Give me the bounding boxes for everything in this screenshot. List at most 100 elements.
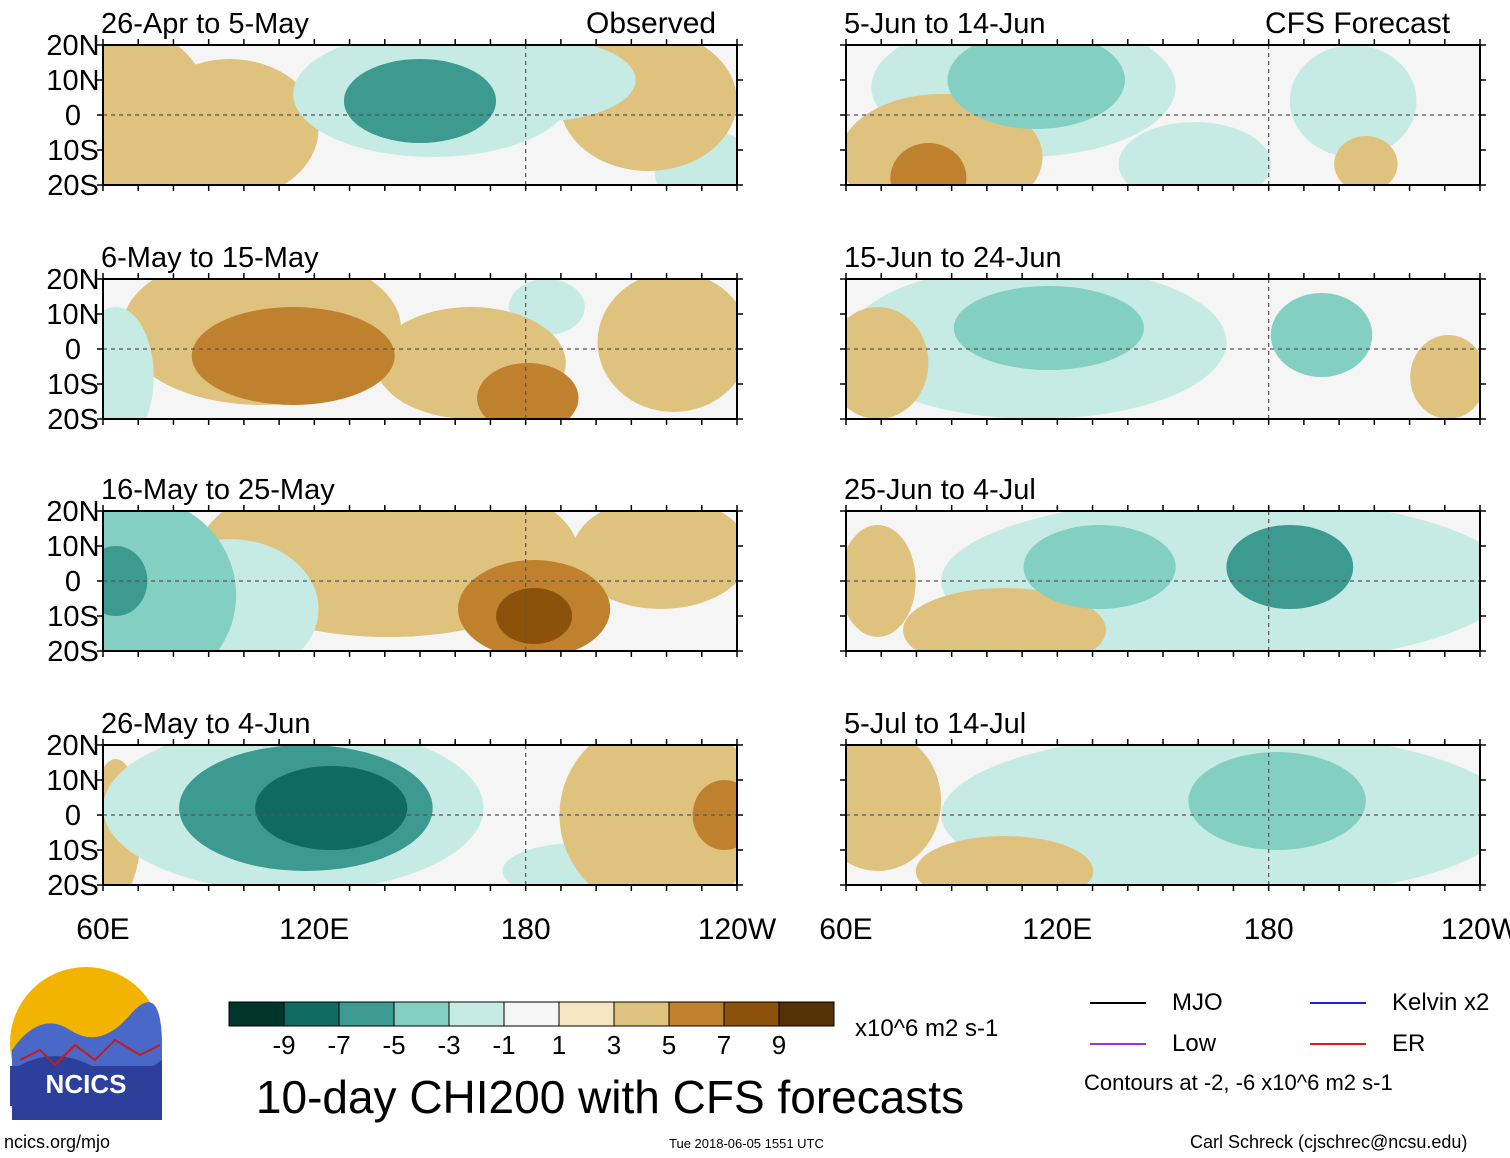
colorbar-swatch xyxy=(613,1001,670,1027)
anomaly-blob xyxy=(1334,136,1398,185)
anomaly-field xyxy=(103,279,737,419)
x-tick-label: 120E xyxy=(1022,913,1092,946)
panel-period-label: 16-May to 25-May xyxy=(101,474,335,506)
anomaly-field xyxy=(846,745,1480,885)
ncics-logo: NCICS xyxy=(10,967,162,1120)
anomaly-blob xyxy=(953,286,1144,370)
colorbar-swatch xyxy=(503,1001,560,1027)
panel-period-label: 25-Jun to 4-Jul xyxy=(844,474,1036,506)
anomaly-blob xyxy=(915,836,1094,885)
anomaly-blob xyxy=(1188,752,1366,850)
colorbar-tick-label: 5 xyxy=(662,1030,676,1060)
colorbar-swatch xyxy=(393,1001,450,1027)
x-tick-label: 120E xyxy=(279,913,349,946)
logo-text: NCICS xyxy=(46,1069,127,1099)
colorbar-swatch xyxy=(668,1001,725,1027)
anomaly-blob xyxy=(572,511,737,609)
anomaly-blob xyxy=(903,588,1106,651)
y-tick-label: 10S xyxy=(47,601,99,633)
y-tick-label: 10N xyxy=(46,65,99,97)
anomaly-blob xyxy=(141,59,319,185)
anomaly-blob xyxy=(1410,335,1480,419)
footer-credit: Carl Schreck (cjschrec@ncsu.edu) xyxy=(1190,1132,1468,1152)
map-panel: 25-Jun to 4-Jul xyxy=(840,474,1486,657)
anomaly-blob xyxy=(1289,45,1417,157)
map-panel: 5-Jul to 14-Jul xyxy=(840,708,1486,891)
observed-label: Observed xyxy=(586,7,717,40)
anomaly-blob xyxy=(103,307,154,419)
anomaly-field xyxy=(846,511,1480,651)
contour-note: Contours at -2, -6 x10^6 m2 s-1 xyxy=(1084,1070,1393,1095)
anomaly-blob xyxy=(496,588,573,644)
legend-label-er: ER xyxy=(1392,1030,1426,1057)
colorbar-tick-label: 1 xyxy=(552,1030,566,1060)
legend-label-kelvin: Kelvin x2 xyxy=(1392,989,1490,1016)
anomaly-blob xyxy=(1270,293,1373,377)
anomaly-blob xyxy=(947,45,1125,129)
anomaly-blob xyxy=(255,766,408,850)
y-tick-label: 0 xyxy=(65,100,81,132)
anomaly-field xyxy=(103,511,737,651)
anomaly-blob xyxy=(343,59,497,143)
y-tick-label: 20S xyxy=(47,404,99,436)
y-tick-label: 20N xyxy=(46,730,99,762)
legend-line-low xyxy=(1090,1043,1146,1045)
colorbar-tick-label: -7 xyxy=(327,1030,350,1060)
anomaly-blob xyxy=(846,745,942,871)
anomaly-blob xyxy=(477,363,579,419)
anomaly-blob xyxy=(1118,122,1271,185)
legend-line-er xyxy=(1310,1043,1366,1045)
colorbar-swatch xyxy=(283,1001,340,1027)
y-tick-label: 10N xyxy=(46,765,99,797)
y-tick-label: 20N xyxy=(46,264,99,296)
x-tick-label: 180 xyxy=(1244,913,1294,946)
map-panel: 5-Jun to 14-Jun xyxy=(840,8,1486,191)
panel-period-label: 5-Jun to 14-Jun xyxy=(844,8,1046,40)
footer-url[interactable]: ncics.org/mjo xyxy=(4,1132,111,1152)
x-tick-label: 60E xyxy=(76,913,129,946)
y-tick-label: 10N xyxy=(46,299,99,331)
colorbar-swatch xyxy=(448,1001,505,1027)
y-tick-label: 20N xyxy=(46,496,99,528)
anomaly-blob xyxy=(597,279,737,412)
y-tick-label: 0 xyxy=(65,800,81,832)
x-tick-label: 120W xyxy=(698,913,777,946)
panel-period-label: 5-Jul to 14-Jul xyxy=(844,708,1026,740)
x-tick-label: 180 xyxy=(501,913,551,946)
y-tick-label: 10N xyxy=(46,531,99,563)
colorbar-tick-label: -3 xyxy=(437,1030,460,1060)
legend-label-mjo: MJO xyxy=(1172,989,1223,1016)
colorbar-tick-label: 3 xyxy=(607,1030,621,1060)
logo-band xyxy=(10,1066,162,1106)
anomaly-field xyxy=(103,45,737,185)
anomaly-field xyxy=(846,45,1417,185)
panel-period-label: 15-Jun to 24-Jun xyxy=(844,242,1062,274)
y-tick-label: 20S xyxy=(47,870,99,902)
y-tick-label: 10S xyxy=(47,369,99,401)
anomaly-blob xyxy=(191,307,395,405)
colorbar-tick-label: 7 xyxy=(717,1030,731,1060)
y-tick-label: 0 xyxy=(65,566,81,598)
panel-period-label: 6-May to 15-May xyxy=(101,242,319,274)
anomaly-blob xyxy=(692,780,737,850)
colorbar-swatch xyxy=(723,1001,780,1027)
legend-label-low: Low xyxy=(1172,1030,1217,1057)
y-tick-label: 20S xyxy=(47,170,99,202)
anomaly-blob xyxy=(1226,525,1354,609)
x-tick-label: 120W xyxy=(1441,913,1510,946)
y-tick-label: 20S xyxy=(47,636,99,668)
footer-timestamp: Tue 2018-06-05 1551 UTC xyxy=(669,1136,824,1151)
colorbar-tick-label: 9 xyxy=(772,1030,786,1060)
y-tick-label: 10S xyxy=(47,835,99,867)
legend-line-mjo xyxy=(1090,1002,1146,1004)
y-tick-label: 10S xyxy=(47,135,99,167)
colorbar-tick-label: -5 xyxy=(382,1030,405,1060)
colorbar-units: x10^6 m2 s-1 xyxy=(855,1015,999,1042)
colorbar-swatch xyxy=(558,1001,615,1027)
anomaly-blob xyxy=(103,546,148,616)
panel-period-label: 26-Apr to 5-May xyxy=(101,8,309,40)
